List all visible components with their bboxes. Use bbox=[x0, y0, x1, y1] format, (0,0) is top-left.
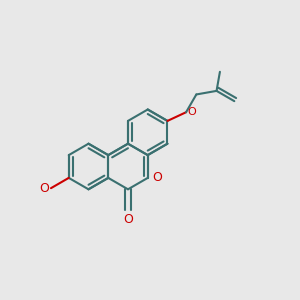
Text: O: O bbox=[123, 213, 133, 226]
Text: O: O bbox=[40, 182, 50, 195]
Text: O: O bbox=[188, 107, 196, 117]
Text: O: O bbox=[152, 171, 162, 184]
